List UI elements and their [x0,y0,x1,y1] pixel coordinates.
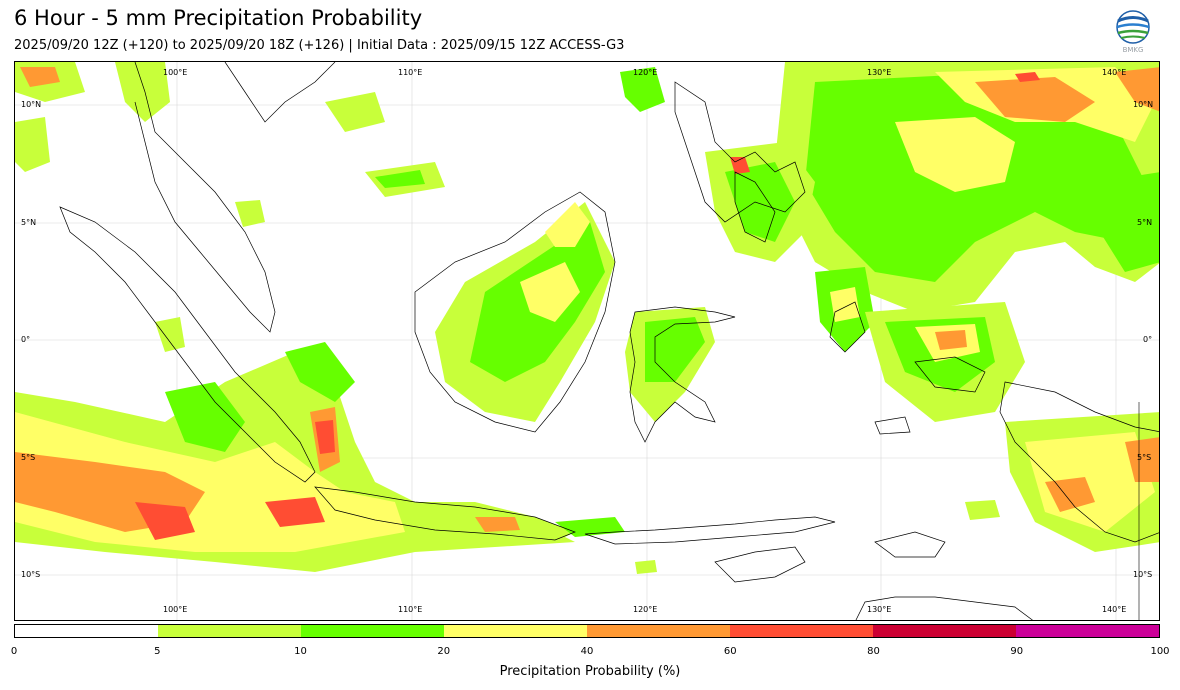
coastlines [59,62,1159,620]
colorbar-tick-label: 40 [580,646,594,657]
colorbar-segment [444,625,587,637]
colorbar-tick-label: 5 [154,646,161,657]
lat-label-left: 5°S [21,453,36,462]
lat-label-right: 5°S [1137,453,1152,462]
colorbar-label: Precipitation Probability (%) [499,664,681,679]
colorbar-segment [587,625,730,637]
lat-label-right: 10°S [1133,570,1153,579]
colorbar-tick-label: 60 [723,646,737,657]
colorbar-ticks: 0 5 10 20 40 60 80 90 100 [10,646,1170,660]
lon-label-bottom: 110°E [398,605,423,614]
colorbar-segment [1016,625,1159,637]
colorbar-tick-label: 90 [1010,646,1024,657]
precipitation-field [15,62,1159,574]
lat-label-left: 5°N [21,218,37,227]
colorbar-tick-label: 20 [437,646,451,657]
lon-label-bottom: 120°E [633,605,658,614]
lon-label-top: 110°E [398,68,423,77]
lat-label-right: 10°N [1133,100,1154,109]
lon-label-bottom: 140°E [1102,605,1127,614]
lat-label-right: 0° [1143,335,1153,344]
lat-label-left: 10°S [21,570,41,579]
lat-label-right: 5°N [1137,218,1153,227]
map-title: 6 Hour - 5 mm Precipitation Probability [14,6,423,30]
colorbar-segment [730,625,873,637]
lon-label-top: 100°E [163,68,188,77]
lon-label-top: 140°E [1102,68,1127,77]
colorbar-tick-label: 0 [10,646,18,657]
colorbar [14,624,1160,638]
colorbar-segment [15,625,158,637]
colorbar-segment [158,625,301,637]
colorbar-tick-label: 80 [867,646,880,657]
precipitation-map: 100°E 110°E 120°E 130°E 140°E 100°E 110°… [14,61,1160,621]
colorbar-tick-label: 10 [294,646,307,657]
lon-label-top: 120°E [633,68,658,77]
map-canvas [15,62,1159,620]
lon-label-bottom: 100°E [163,605,188,614]
lon-label-bottom: 130°E [867,605,892,614]
logo-text: BMKG [1123,46,1144,54]
lon-label-top: 130°E [867,68,892,77]
bmkg-logo: BMKG [1114,10,1152,54]
map-subtitle: 2025/09/20 12Z (+120) to 2025/09/20 18Z … [14,38,625,53]
lat-label-left: 0° [21,335,31,344]
colorbar-segment [873,625,1016,637]
colorbar-tick-label: 100 [1150,646,1170,657]
colorbar-segment [301,625,444,637]
lat-label-left: 10°N [21,100,42,109]
